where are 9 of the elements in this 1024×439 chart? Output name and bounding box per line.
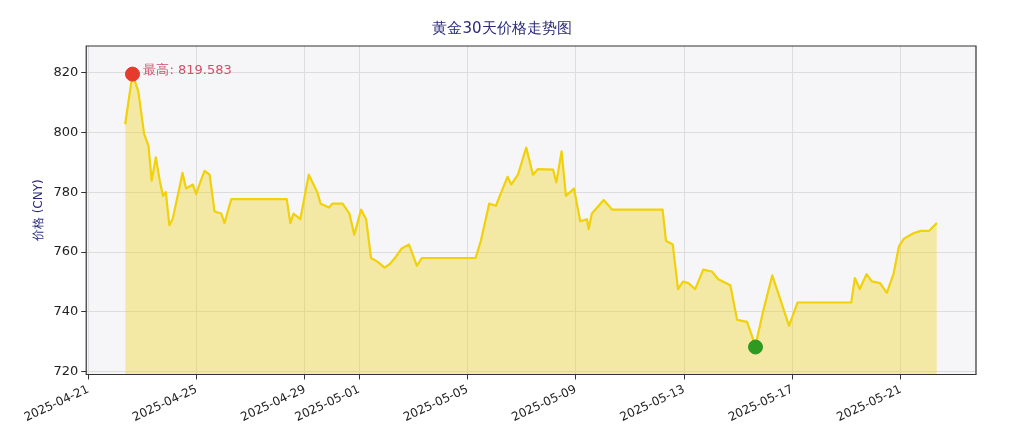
y-tick-label: 800 (53, 123, 79, 139)
y-tick-label: 720 (53, 362, 79, 378)
y-tick-label: 820 (53, 64, 79, 80)
y-tick-label: 760 (53, 243, 79, 259)
annotation: 最高: 819.583 (143, 62, 232, 78)
y-tick-label: 740 (53, 303, 79, 319)
y-tick-label: 780 (53, 183, 79, 199)
y-axis-title: 价格 (CNY) (31, 179, 46, 243)
chart-title: 黄金30天价格走势图 (432, 18, 572, 37)
